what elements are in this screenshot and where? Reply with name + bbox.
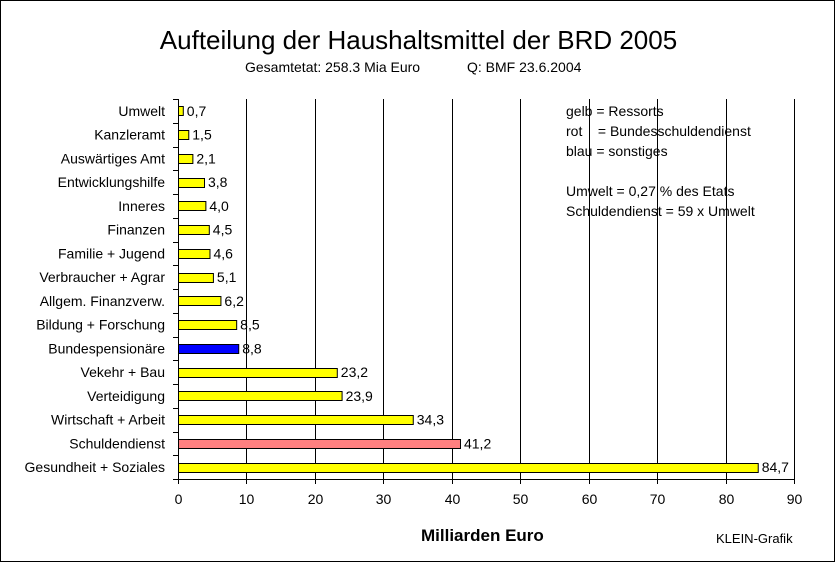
- x-tick-label: 60: [582, 491, 598, 507]
- value-label: 1,5: [192, 127, 212, 143]
- value-label: 4,0: [209, 198, 229, 214]
- category-label: Allgem. Finanzverw.: [40, 293, 165, 309]
- category-label: Wirtschaft + Arbeit: [51, 412, 165, 428]
- category-label: Kanzleramt: [94, 127, 165, 143]
- bar: [178, 201, 207, 211]
- value-label: 0,7: [187, 103, 207, 119]
- bar: [178, 368, 338, 378]
- bar: [178, 106, 184, 116]
- value-label: 2,1: [196, 150, 216, 166]
- value-label: 5,1: [217, 269, 237, 285]
- annotation-line: Umwelt = 0,27 % des Etats: [566, 183, 735, 199]
- value-labels: 0,7 1,5 2,1 3,8 4,0 4,5 4,6 5,1 6,2 8,5 8,8 23,2 23,…: [187, 103, 789, 475]
- bar: [178, 273, 214, 283]
- credit: KLEIN-Grafik: [716, 531, 793, 546]
- bar: [178, 463, 759, 473]
- category-label: Familie + Jugend: [58, 245, 165, 261]
- chart-subtitle-total: Gesamtetat: 258.3 Mia Euro: [245, 59, 421, 75]
- category-label: Finanzen: [107, 222, 165, 238]
- legend-line: rot = Bundesschuldendienst: [566, 123, 751, 139]
- category-labels: Umwelt Kanzleramt Auswärtiges Amt Entwicklu…: [25, 103, 166, 475]
- bar: [178, 154, 194, 164]
- tick-labels: 0 10 20 30 40 50 60 70 80 90: [175, 491, 803, 507]
- legend-line: blau = sonstiges: [566, 143, 668, 159]
- bar: [178, 225, 210, 235]
- bar: [178, 391, 343, 401]
- x-tick-label: 0: [175, 491, 183, 507]
- grid-lines: [246, 99, 795, 479]
- x-tick-label: 50: [513, 491, 529, 507]
- value-label: 41,2: [464, 435, 491, 451]
- category-label: Umwelt: [118, 103, 165, 119]
- x-tick-label: 70: [650, 491, 666, 507]
- value-label: 6,2: [224, 293, 244, 309]
- value-label: 34,3: [417, 412, 444, 428]
- category-label: Gesundheit + Soziales: [25, 459, 165, 475]
- chart-subtitle-source: Q: BMF 23.6.2004: [467, 59, 582, 75]
- category-label: Entwicklungshilfe: [58, 174, 166, 190]
- x-tick-label: 10: [239, 491, 255, 507]
- category-label: Schuldendienst: [69, 435, 165, 451]
- bar: [178, 178, 206, 188]
- x-tick-label: 40: [445, 491, 461, 507]
- category-label: Verteidigung: [87, 388, 165, 404]
- value-label: 3,8: [208, 174, 228, 190]
- category-label: Bildung + Forschung: [36, 317, 165, 333]
- value-label: 4,6: [213, 245, 233, 261]
- legend-line: gelb = Ressorts: [566, 103, 664, 119]
- category-label: Vekehr + Bau: [81, 364, 165, 380]
- bar: [178, 344, 240, 354]
- x-tick-label: 20: [308, 491, 324, 507]
- category-label: Bundespensionäre: [48, 340, 165, 356]
- chart-title: Aufteilung der Haushaltsmittel der BRD 2…: [159, 25, 678, 55]
- legend-annotations: gelb = Ressorts rot = Bundesschuldendien…: [566, 101, 755, 221]
- legend-spacer: [566, 161, 755, 181]
- x-tick-label: 80: [719, 491, 735, 507]
- annotation-line: Schuldendienst = 59 x Umwelt: [566, 203, 755, 219]
- value-label: 23,9: [346, 388, 373, 404]
- category-label: Auswärtiges Amt: [61, 150, 165, 166]
- bar: [178, 130, 190, 140]
- x-axis-label: Milliarden Euro: [421, 526, 544, 545]
- x-tick-label: 30: [376, 491, 392, 507]
- category-label: Verbraucher + Agrar: [39, 269, 165, 285]
- bar: [178, 320, 238, 330]
- value-label: 23,2: [341, 364, 368, 380]
- axes: [173, 99, 795, 484]
- value-label: 8,5: [240, 317, 260, 333]
- value-label: 4,5: [213, 222, 233, 238]
- x-tick-label: 90: [787, 491, 803, 507]
- bar: [178, 439, 461, 449]
- value-label: 84,7: [762, 459, 789, 475]
- category-label: Inneres: [118, 198, 165, 214]
- bar: [178, 249, 211, 259]
- bar: [178, 296, 222, 306]
- value-label: 8,8: [242, 340, 262, 356]
- bar: [178, 415, 414, 425]
